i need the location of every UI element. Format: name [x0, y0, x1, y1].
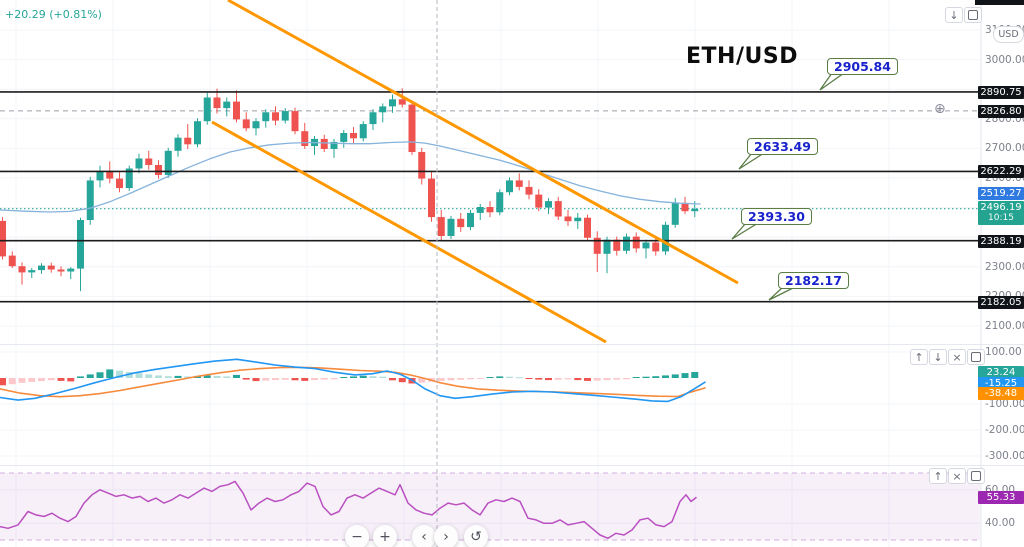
rsi-close-button[interactable]: ×: [948, 468, 966, 484]
clipped-price-tag: [975, 0, 1024, 5]
price-tag: 2622.29: [978, 164, 1024, 178]
price-tag: 2182.05: [978, 295, 1024, 309]
arrow-down-icon: ↓: [933, 350, 943, 364]
macd-move-down-button[interactable]: ↓: [929, 349, 947, 365]
price-tag: -38.48: [978, 386, 1024, 400]
alert-callout[interactable]: 2393.30: [741, 208, 812, 225]
pan-left-button[interactable]: ‹: [412, 525, 436, 547]
price-tag: 2388.19: [978, 234, 1024, 248]
rsi-move-up-button[interactable]: ↑: [929, 468, 947, 484]
alert-callout[interactable]: 2905.84: [827, 58, 898, 75]
maximize-icon: [968, 10, 978, 20]
axis-label: 2300.00: [985, 261, 1024, 273]
price-tag: 2826.80: [978, 104, 1024, 118]
arrow-up-icon: ↑: [914, 350, 924, 364]
price-tag: 23.24: [978, 365, 1024, 379]
alert-callout[interactable]: 2633.49: [747, 138, 818, 155]
macd-move-up-button[interactable]: ↑: [910, 349, 928, 365]
axis-label: 40.00: [985, 517, 1016, 529]
pan-right-button[interactable]: ›: [434, 525, 458, 547]
axis-label: 100.00: [985, 346, 1022, 358]
reset-view-button[interactable]: ↺: [464, 525, 488, 547]
price-tag: 55.33: [978, 490, 1024, 504]
price-tag: 2890.75: [978, 85, 1024, 99]
arrow-up-icon: ↑: [933, 469, 943, 483]
price-tag: 2496.19 10:15: [978, 200, 1024, 225]
maximize-icon: [971, 352, 981, 362]
arrow-down-icon: ↓: [949, 8, 959, 22]
axis-label: -200.00: [985, 424, 1024, 436]
close-icon: ×: [952, 469, 962, 483]
axis-label: -100.00: [985, 398, 1024, 410]
price-tag: 2519.27: [978, 186, 1024, 200]
price-change-label: +20.29 (+0.81%): [5, 8, 102, 21]
axis-label: 3000.00: [985, 54, 1024, 66]
macd-close-button[interactable]: ×: [948, 349, 966, 365]
maximize-icon: [971, 471, 981, 481]
currency-toggle-button[interactable]: USD: [993, 26, 1024, 43]
alert-callout[interactable]: 2182.17: [778, 272, 849, 289]
zoom-in-button[interactable]: +: [373, 525, 397, 547]
rsi-maximize-button[interactable]: [967, 468, 985, 484]
maximize-pane-button[interactable]: [964, 7, 982, 23]
collapse-pane-button[interactable]: ↓: [945, 7, 963, 23]
price-tag: -15.25: [978, 376, 1024, 390]
axis-label: -300.00: [985, 450, 1024, 462]
axis-label: 2100.00: [985, 320, 1024, 332]
add-alert-icon[interactable]: ⊕: [934, 101, 946, 117]
zoom-out-button[interactable]: −: [345, 525, 369, 547]
axis-label: 2700.00: [985, 142, 1024, 154]
close-icon: ×: [952, 350, 962, 364]
symbol-watermark: ETH/USD: [686, 44, 798, 69]
macd-maximize-button[interactable]: [967, 349, 985, 365]
